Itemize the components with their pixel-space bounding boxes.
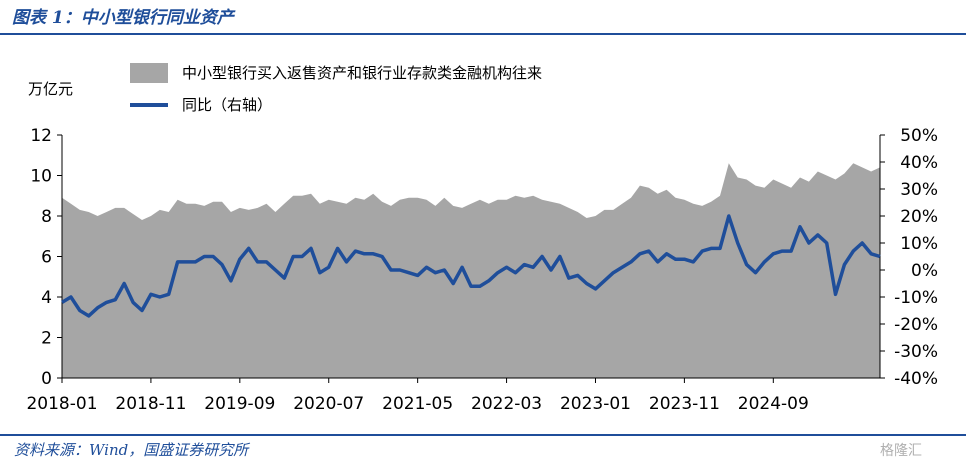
legend-swatch-area [130,62,168,83]
x-tick-label: 2022-03 [471,394,542,414]
x-tick-label: 2021-05 [382,394,453,414]
title-rule [0,33,966,35]
legend-label-line: 同比（右轴） [182,96,273,114]
right-tick-label: -30% [894,342,938,362]
figure-title: 图表 1：中小型银行同业资产 [12,8,234,28]
left-tick-label: 2 [41,329,52,349]
left-tick-label: 12 [30,126,52,146]
area-series [62,163,880,378]
x-tick-label: 2020-07 [293,394,364,414]
legend-swatch-line [130,102,168,107]
right-tick-label: -20% [894,315,938,335]
legend-item-area: 中小型银行买入返售资产和银行业存款类金融机构往来 [130,62,542,83]
yoy-line-series [61,214,881,318]
x-tick-label: 2024-09 [738,394,809,414]
left-tick-label: 8 [41,207,52,227]
right-tick-label: 50% [900,126,938,146]
right-tick-label: 30% [900,180,938,200]
x-tick-label: 2018-11 [115,394,186,414]
right-tick-label: -10% [894,288,938,308]
left-tick-label: 10 [30,167,52,187]
right-tick-label: 20% [900,207,938,227]
left-axis-unit: 万亿元 [28,80,74,98]
right-tick-label: 40% [900,153,938,173]
legend-label-area: 中小型银行买入返售资产和银行业存款类金融机构往来 [182,64,543,82]
x-tick-label: 2018-01 [26,394,97,414]
right-tick-label: 10% [900,234,938,254]
watermark-logo: 格隆汇 [880,443,922,459]
footer-rule [0,434,966,436]
legend-item-line: 同比（右轴） [130,94,272,115]
source-note: 资料来源：Wind，国盛证券研究所 [14,441,249,459]
left-tick-label: 0 [41,369,52,389]
x-tick-label: 2023-11 [649,394,720,414]
x-tick-label: 2019-09 [204,394,275,414]
x-tick-label: 2023-01 [560,394,631,414]
right-tick-label: -40% [894,369,938,389]
right-tick-label: 0% [911,261,938,281]
left-tick-label: 6 [41,248,52,268]
left-tick-label: 4 [41,288,52,308]
